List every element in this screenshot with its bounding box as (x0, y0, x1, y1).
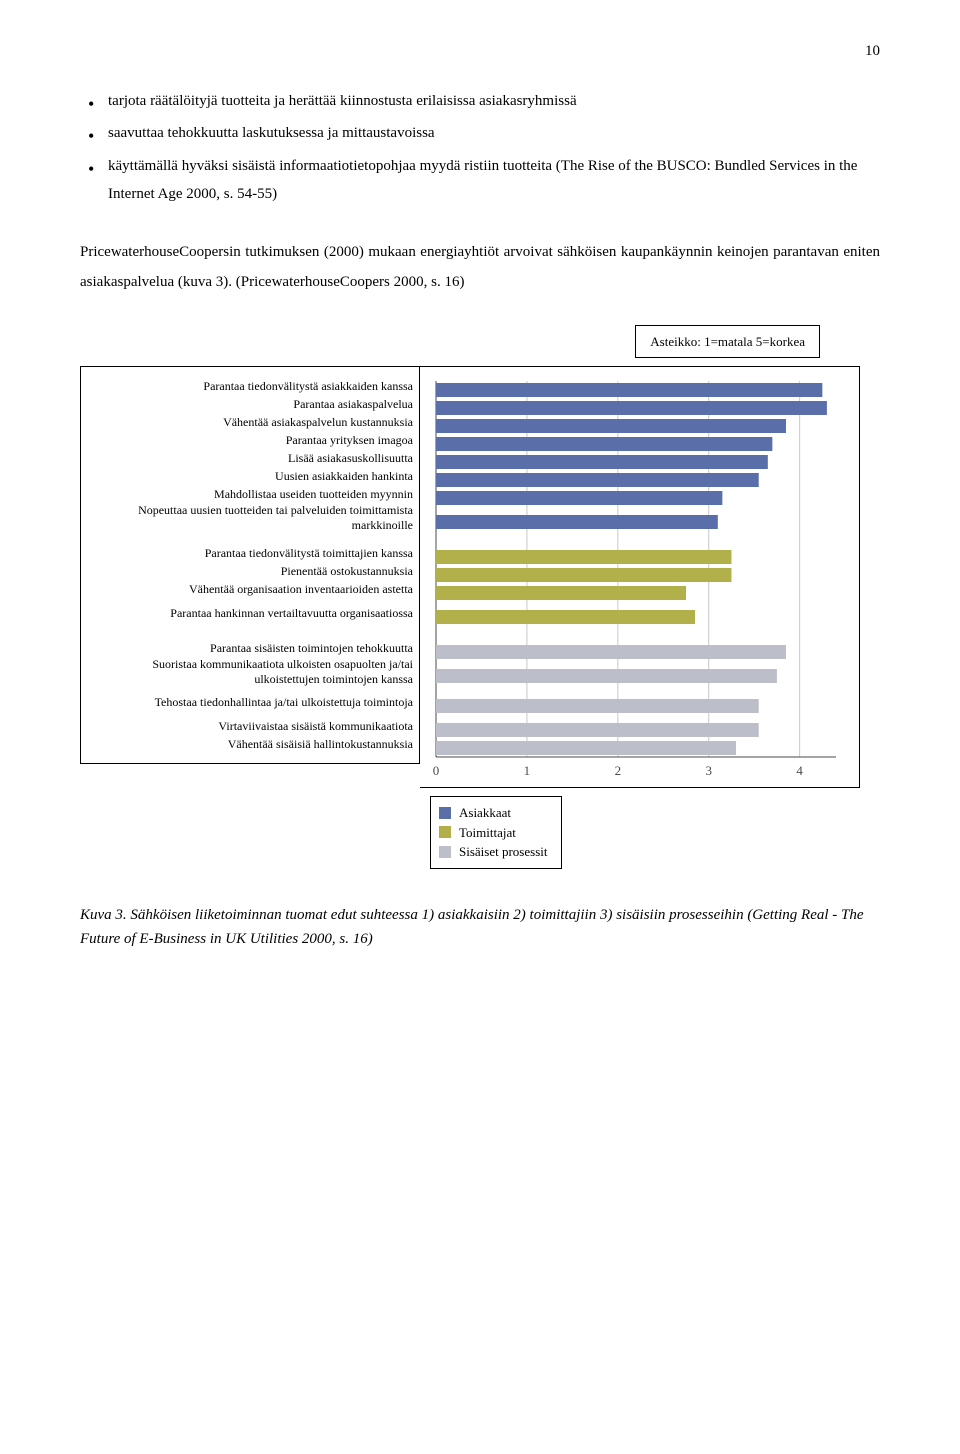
chart-label: Nopeuttaa uusien tuotteiden tai palvelui… (89, 503, 413, 533)
bar (436, 383, 822, 397)
legend-label: Toimittajat (459, 823, 516, 843)
chart-label: Parantaa sisäisten toimintojen tehokkuut… (89, 639, 413, 657)
bar (436, 586, 686, 600)
legend-item: Asiakkaat (439, 803, 547, 823)
chart-label: Parantaa tiedonvälitystä asiakkaiden kan… (89, 377, 413, 395)
chart-label: Lisää asiakasuskollisuutta (89, 449, 413, 467)
bar-chart-svg: 0 1 2 3 4 (428, 377, 846, 781)
legend-label: Sisäiset prosessit (459, 842, 547, 862)
bar (436, 568, 731, 582)
bar (436, 401, 827, 415)
chart-label: Mahdollistaa useiden tuotteiden myynnin (89, 485, 413, 503)
bullet-list: tarjota räätälöityjä tuotteita ja herätt… (80, 87, 880, 209)
bar (436, 437, 772, 451)
bar (436, 723, 759, 737)
bar (436, 699, 759, 713)
chart-label: Parantaa hankinnan vertailtavuutta organ… (89, 598, 413, 628)
svg-text:3: 3 (705, 763, 712, 778)
legend-label: Asiakkaat (459, 803, 511, 823)
svg-text:2: 2 (615, 763, 622, 778)
chart-label: Vähentää organisaation inventaarioiden a… (89, 580, 413, 598)
bar (436, 741, 736, 755)
chart-label: Pienentää ostokustannuksia (89, 562, 413, 580)
bar (436, 419, 786, 433)
bullet-item: saavuttaa tehokkuutta laskutuksessa ja m… (108, 119, 880, 148)
chart-label: Suoristaa kommunikaatiota ulkoisten osap… (89, 657, 413, 687)
page-number: 10 (80, 40, 880, 63)
chart-label: Parantaa yrityksen imagoa (89, 431, 413, 449)
bar (436, 645, 786, 659)
chart-label: Uusien asiakkaiden hankinta (89, 467, 413, 485)
chart-label: Vähentää asiakaspalvelun kustannuksia (89, 413, 413, 431)
svg-text:4: 4 (796, 763, 803, 778)
chart-label: Vähentää sisäisiä hallintokustannuksia (89, 735, 413, 753)
svg-text:0: 0 (433, 763, 440, 778)
chart-label: Tehostaa tiedonhallintaa ja/tai ulkoiste… (89, 687, 413, 717)
legend-swatch (439, 826, 451, 838)
chart-plot: 0 1 2 3 4 (420, 366, 860, 788)
bullet-item: käyttämällä hyväksi sisäistä informaatio… (108, 152, 880, 209)
bullet-item: tarjota räätälöityjä tuotteita ja herätt… (108, 87, 880, 116)
legend-item: Toimittajat (439, 823, 547, 843)
svg-text:1: 1 (524, 763, 531, 778)
bar (436, 669, 777, 683)
chart-label: Parantaa asiakaspalvelua (89, 395, 413, 413)
chart-label: Virtaviivaistaa sisäistä kommunikaatiota (89, 717, 413, 735)
bar (436, 455, 768, 469)
paragraph: PricewaterhouseCoopersin tutkimuksen (20… (80, 237, 880, 297)
chart-label: Parantaa tiedonvälitystä toimittajien ka… (89, 544, 413, 562)
figure-caption: Kuva 3. Sähköisen liiketoiminnan tuomat … (80, 903, 880, 951)
bar (436, 473, 759, 487)
figure-3: Parantaa tiedonvälitystä asiakkaiden kan… (80, 366, 880, 788)
legend-item: Sisäiset prosessit (439, 842, 547, 862)
bar (436, 515, 718, 529)
legend-swatch (439, 807, 451, 819)
scale-legend: Asteikko: 1=matala 5=korkea (635, 325, 820, 359)
legend-swatch (439, 846, 451, 858)
series-legend: AsiakkaatToimittajatSisäiset prosessit (430, 796, 562, 869)
bar (436, 491, 722, 505)
bar (436, 610, 695, 624)
bar (436, 550, 731, 564)
chart-labels: Parantaa tiedonvälitystä asiakkaiden kan… (80, 366, 420, 764)
